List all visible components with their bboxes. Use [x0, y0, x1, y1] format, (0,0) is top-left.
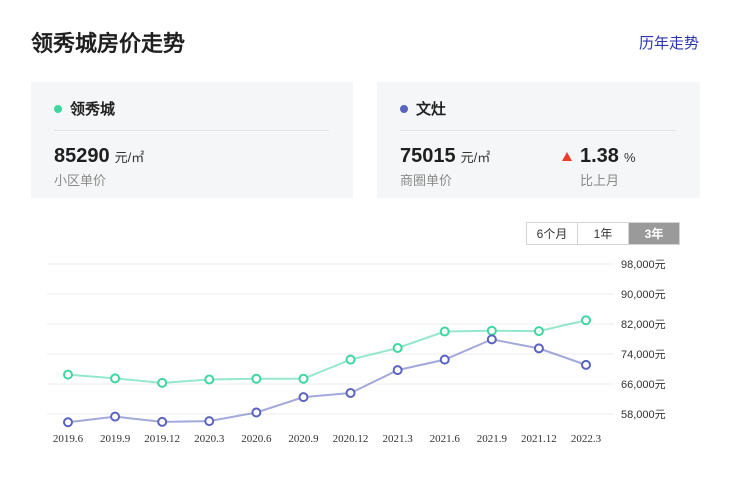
month-change: 1.38 % — [562, 145, 636, 168]
community-price-unit: 元/㎡ — [114, 150, 145, 165]
x-tick-label: 2021.12 — [521, 433, 557, 445]
district-price-label: 商圈单价 — [400, 173, 453, 188]
data-point — [110, 373, 121, 384]
x-tick-label: 2019.6 — [53, 433, 84, 445]
data-point — [157, 377, 168, 388]
y-tick-label: 66,000元 — [621, 379, 666, 391]
x-tick-label: 2019.9 — [100, 433, 131, 445]
history-trend-link[interactable]: 历年走势 — [638, 35, 699, 52]
x-tick-label: 2020.12 — [333, 433, 369, 445]
community-price-value: 85290 — [54, 145, 110, 167]
community-price: 85290 元/㎡ — [54, 145, 144, 168]
community-price-label: 小区单价 — [54, 173, 107, 188]
data-point — [581, 359, 591, 370]
data-point — [63, 369, 73, 380]
data-point — [298, 373, 309, 384]
month-change-label: 比上月 — [580, 173, 620, 188]
district-price-unit: 元/㎡ — [460, 150, 491, 165]
page-title: 领秀城房价走势 — [31, 31, 186, 56]
y-tick-label: 74,000元 — [621, 349, 666, 361]
community-card-header: 领秀城 — [54, 98, 115, 119]
data-point — [533, 326, 544, 337]
x-tick-label: 2020.9 — [288, 433, 319, 445]
price-trend-chart: 98,000元 90,000元 82,000元 74,000元 66,000元 58,00… — [47, 259, 666, 445]
x-tick-label: 2020.6 — [241, 433, 272, 445]
range-3-years-button[interactable]: 3年 — [629, 223, 679, 244]
month-change-unit: % — [623, 150, 636, 165]
district-card-header: 文灶 — [400, 98, 446, 119]
y-tick-label: 82,000元 — [621, 319, 666, 331]
series-line — [67, 319, 587, 384]
data-point — [204, 374, 215, 385]
up-arrow-icon — [562, 152, 572, 161]
district-legend-dot — [400, 104, 408, 113]
range-6-months-button[interactable]: 6个月 — [527, 223, 578, 244]
data-point — [345, 388, 356, 398]
data-point — [63, 417, 73, 428]
y-tick-label: 90,000元 — [621, 289, 666, 301]
data-point — [439, 326, 450, 337]
time-range-selector: 6个月 1年 3年 — [526, 222, 680, 245]
data-point — [157, 416, 168, 427]
community-name: 领秀城 — [70, 101, 116, 118]
community-legend-dot — [54, 104, 62, 113]
x-tick-label: 2019.12 — [144, 433, 180, 445]
series-line — [67, 338, 587, 424]
data-point — [533, 343, 544, 354]
district-price-value: 75015 — [400, 145, 456, 167]
data-point — [486, 334, 497, 345]
x-tick-label: 2020.3 — [194, 433, 225, 445]
data-point — [392, 365, 403, 376]
data-point — [251, 407, 262, 418]
data-point — [251, 373, 262, 384]
x-tick-label: 2022.3 — [571, 433, 602, 445]
data-point — [486, 325, 497, 336]
district-price: 75015 元/㎡ — [400, 145, 490, 168]
x-tick-label: 2021.3 — [383, 433, 414, 445]
x-tick-label: 2021.9 — [477, 433, 508, 445]
range-1-year-button[interactable]: 1年 — [578, 223, 629, 244]
district-name: 文灶 — [416, 101, 447, 118]
card-divider — [54, 130, 329, 131]
district-price-card: 文灶 75015 元/㎡ 商圈单价 1.38 % 比上月 — [377, 82, 700, 198]
data-point — [392, 343, 403, 353]
y-tick-label: 58,000元 — [621, 409, 666, 421]
data-point — [110, 411, 121, 422]
data-point — [298, 392, 309, 403]
community-price-card: 领秀城 85290 元/㎡ 小区单价 — [31, 82, 353, 198]
data-point — [439, 354, 450, 365]
data-point — [581, 315, 591, 326]
card-divider — [400, 130, 676, 131]
x-tick-label: 2021.6 — [430, 433, 461, 445]
month-change-value: 1.38 — [580, 145, 619, 167]
y-tick-label: 98,000元 — [621, 259, 666, 271]
data-point — [345, 354, 356, 365]
data-point — [204, 416, 215, 427]
